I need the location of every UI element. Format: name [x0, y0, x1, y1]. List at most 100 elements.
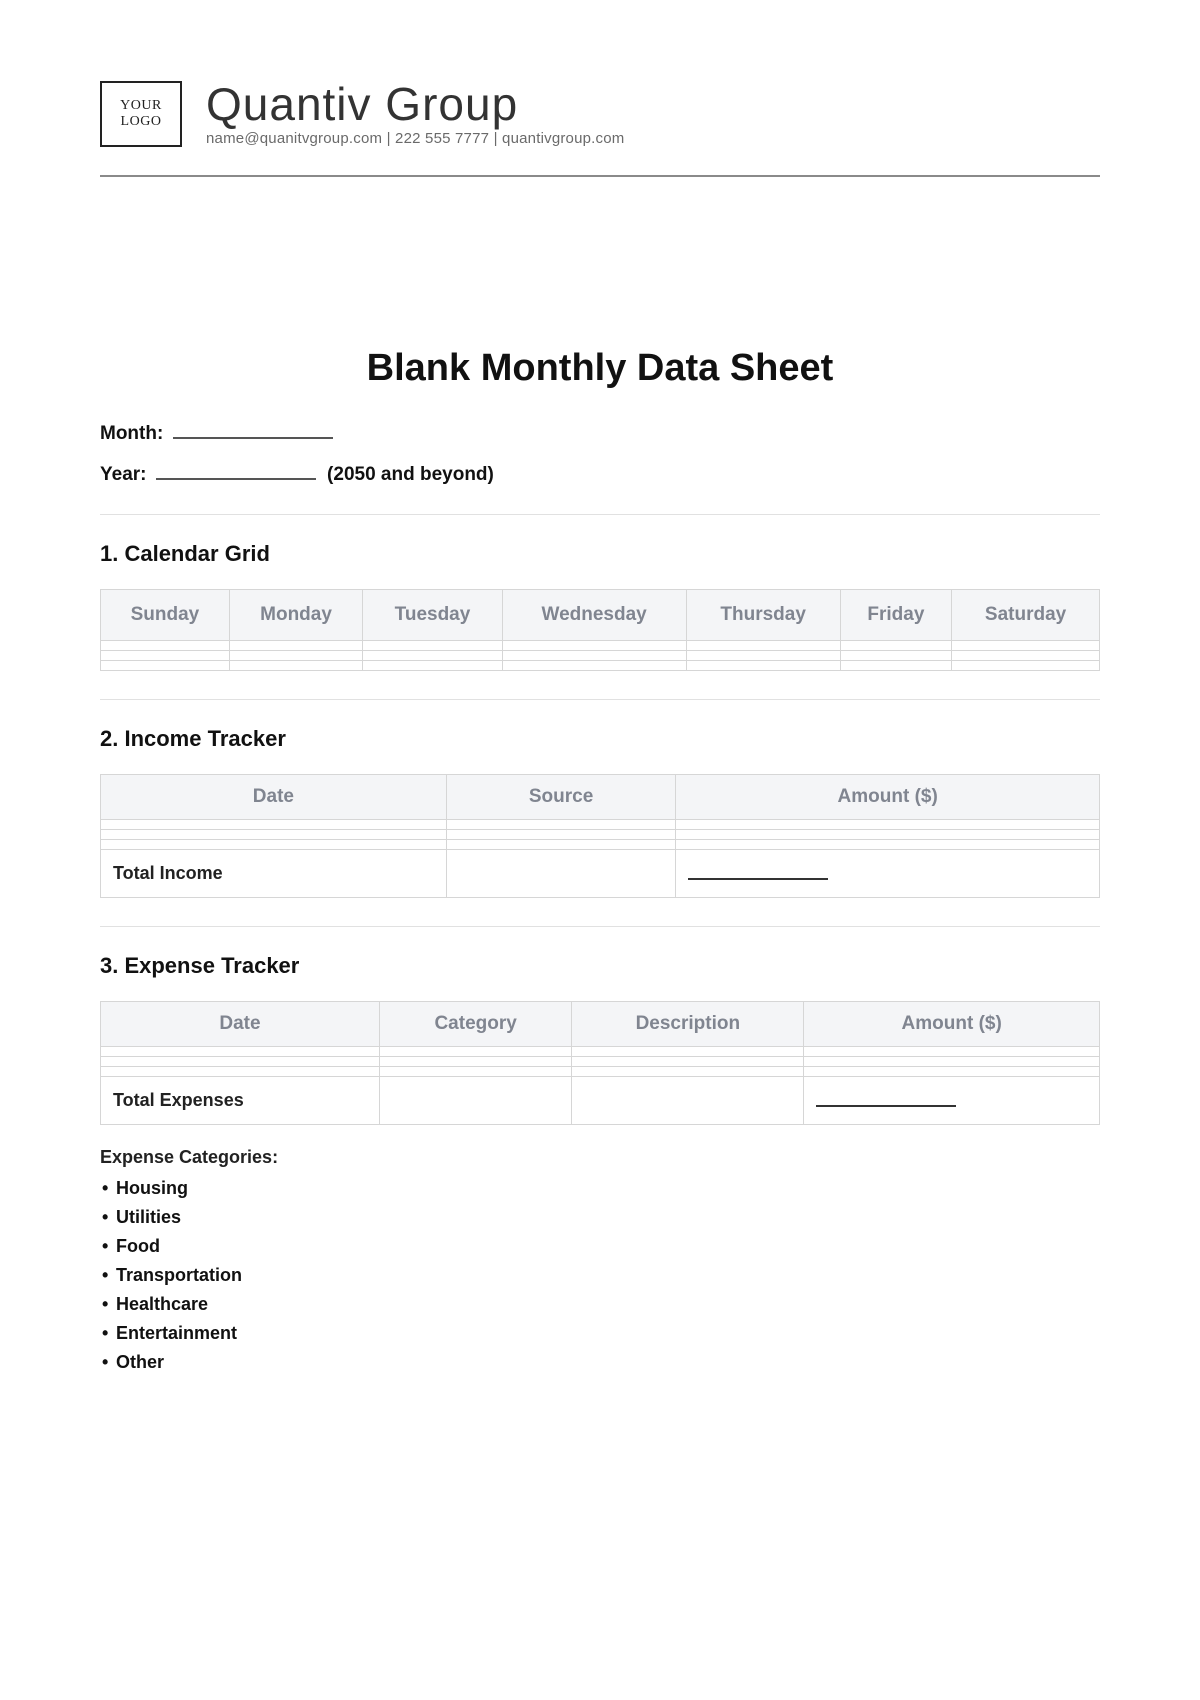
- expense-category-item: Entertainment: [102, 1323, 1100, 1344]
- month-blank[interactable]: [173, 418, 333, 439]
- column-header: Source: [446, 775, 676, 820]
- column-header: Description: [572, 1002, 804, 1047]
- income-header-row: DateSourceAmount ($): [101, 775, 1100, 820]
- calendar-day-header: Sunday: [101, 590, 230, 641]
- expense-category-list: HousingUtilitiesFoodTransportationHealth…: [100, 1178, 1100, 1373]
- expense-category-item: Healthcare: [102, 1294, 1100, 1315]
- expense-category-item: Other: [102, 1352, 1100, 1373]
- calendar-table: SundayMondayTuesdayWednesdayThursdayFrid…: [100, 589, 1100, 671]
- calendar-day-header: Wednesday: [502, 590, 686, 641]
- table-cell[interactable]: [101, 830, 447, 840]
- calendar-day-header: Tuesday: [363, 590, 502, 641]
- expense-table: DateCategoryDescriptionAmount ($) Total …: [100, 1001, 1100, 1125]
- table-row: [101, 820, 1100, 830]
- table-row: [101, 830, 1100, 840]
- table-cell[interactable]: [101, 1047, 380, 1057]
- logo-placeholder: YOURLOGO: [100, 81, 182, 147]
- income-total-blank[interactable]: [688, 862, 828, 880]
- calendar-cell[interactable]: [101, 651, 230, 661]
- company-block: Quantiv Group name@quanitvgroup.com | 22…: [206, 80, 625, 147]
- income-total-row: Total Income: [101, 850, 1100, 898]
- expense-category-item: Utilities: [102, 1207, 1100, 1228]
- expense-total-row: Total Expenses: [101, 1077, 1100, 1125]
- table-cell[interactable]: [379, 1057, 571, 1067]
- calendar-cell[interactable]: [840, 661, 951, 671]
- table-cell[interactable]: [804, 1047, 1100, 1057]
- expense-total-blank[interactable]: [816, 1089, 956, 1107]
- month-label: Month:: [100, 423, 163, 444]
- table-cell[interactable]: [676, 830, 1100, 840]
- table-cell[interactable]: [446, 840, 676, 850]
- calendar-day-header: Thursday: [686, 590, 840, 641]
- calendar-blank-row: [101, 641, 1100, 651]
- section-heading-income: 2. Income Tracker: [100, 726, 1100, 752]
- table-cell[interactable]: [572, 1067, 804, 1077]
- calendar-cell[interactable]: [363, 661, 502, 671]
- expense-category-item: Transportation: [102, 1265, 1100, 1286]
- calendar-day-header: Saturday: [952, 590, 1100, 641]
- month-field: Month:: [100, 418, 1100, 445]
- calendar-cell[interactable]: [229, 641, 363, 651]
- table-cell[interactable]: [676, 820, 1100, 830]
- calendar-day-header: Friday: [840, 590, 951, 641]
- calendar-cell[interactable]: [686, 641, 840, 651]
- column-header: Date: [101, 1002, 380, 1047]
- expense-header-row: DateCategoryDescriptionAmount ($): [101, 1002, 1100, 1047]
- calendar-cell[interactable]: [952, 661, 1100, 671]
- calendar-cell[interactable]: [502, 661, 686, 671]
- table-cell[interactable]: [446, 820, 676, 830]
- section-heading-calendar: 1. Calendar Grid: [100, 541, 1100, 567]
- calendar-cell[interactable]: [229, 661, 363, 671]
- calendar-day-header: Monday: [229, 590, 363, 641]
- calendar-cell[interactable]: [101, 641, 230, 651]
- table-cell[interactable]: [572, 1047, 804, 1057]
- year-blank[interactable]: [156, 459, 316, 480]
- calendar-cell[interactable]: [686, 661, 840, 671]
- income-table: DateSourceAmount ($) Total Income: [100, 774, 1100, 898]
- calendar-cell[interactable]: [101, 661, 230, 671]
- table-row: [101, 1047, 1100, 1057]
- table-cell[interactable]: [676, 840, 1100, 850]
- table-cell[interactable]: [379, 1067, 571, 1077]
- calendar-blank-row: [101, 651, 1100, 661]
- calendar-cell[interactable]: [952, 641, 1100, 651]
- column-header: Date: [101, 775, 447, 820]
- contact-phone: 222 555 7777: [395, 130, 489, 147]
- calendar-cell[interactable]: [686, 651, 840, 661]
- logo-text: YOURLOGO: [120, 98, 162, 130]
- section-sep-2: [100, 699, 1100, 700]
- table-cell[interactable]: [101, 820, 447, 830]
- table-cell[interactable]: [101, 1057, 380, 1067]
- table-cell[interactable]: [101, 1067, 380, 1077]
- letterhead: YOURLOGO Quantiv Group name@quanitvgroup…: [100, 80, 1100, 147]
- page-title: Blank Monthly Data Sheet: [100, 347, 1100, 390]
- contact-line: name@quanitvgroup.com | 222 555 7777 | q…: [206, 130, 625, 147]
- calendar-blank-row: [101, 661, 1100, 671]
- column-header: Category: [379, 1002, 571, 1047]
- calendar-cell[interactable]: [840, 641, 951, 651]
- calendar-cell[interactable]: [840, 651, 951, 661]
- expense-category-item: Housing: [102, 1178, 1100, 1199]
- income-total-label: Total Income: [101, 850, 447, 898]
- company-name: Quantiv Group: [206, 80, 625, 128]
- calendar-cell[interactable]: [363, 641, 502, 651]
- calendar-cell[interactable]: [229, 651, 363, 661]
- calendar-cell[interactable]: [502, 641, 686, 651]
- year-label: Year:: [100, 464, 146, 485]
- table-cell[interactable]: [379, 1047, 571, 1057]
- calendar-cell[interactable]: [363, 651, 502, 661]
- table-cell[interactable]: [804, 1067, 1100, 1077]
- table-row: [101, 1057, 1100, 1067]
- table-cell[interactable]: [572, 1057, 804, 1067]
- table-cell[interactable]: [446, 830, 676, 840]
- calendar-cell[interactable]: [502, 651, 686, 661]
- year-field: Year: (2050 and beyond): [100, 459, 1100, 486]
- column-header: Amount ($): [676, 775, 1100, 820]
- section-heading-expense: 3. Expense Tracker: [100, 953, 1100, 979]
- column-header: Amount ($): [804, 1002, 1100, 1047]
- contact-site: quantivgroup.com: [502, 130, 624, 147]
- section-sep-3: [100, 926, 1100, 927]
- table-cell[interactable]: [804, 1057, 1100, 1067]
- calendar-cell[interactable]: [952, 651, 1100, 661]
- table-cell[interactable]: [101, 840, 447, 850]
